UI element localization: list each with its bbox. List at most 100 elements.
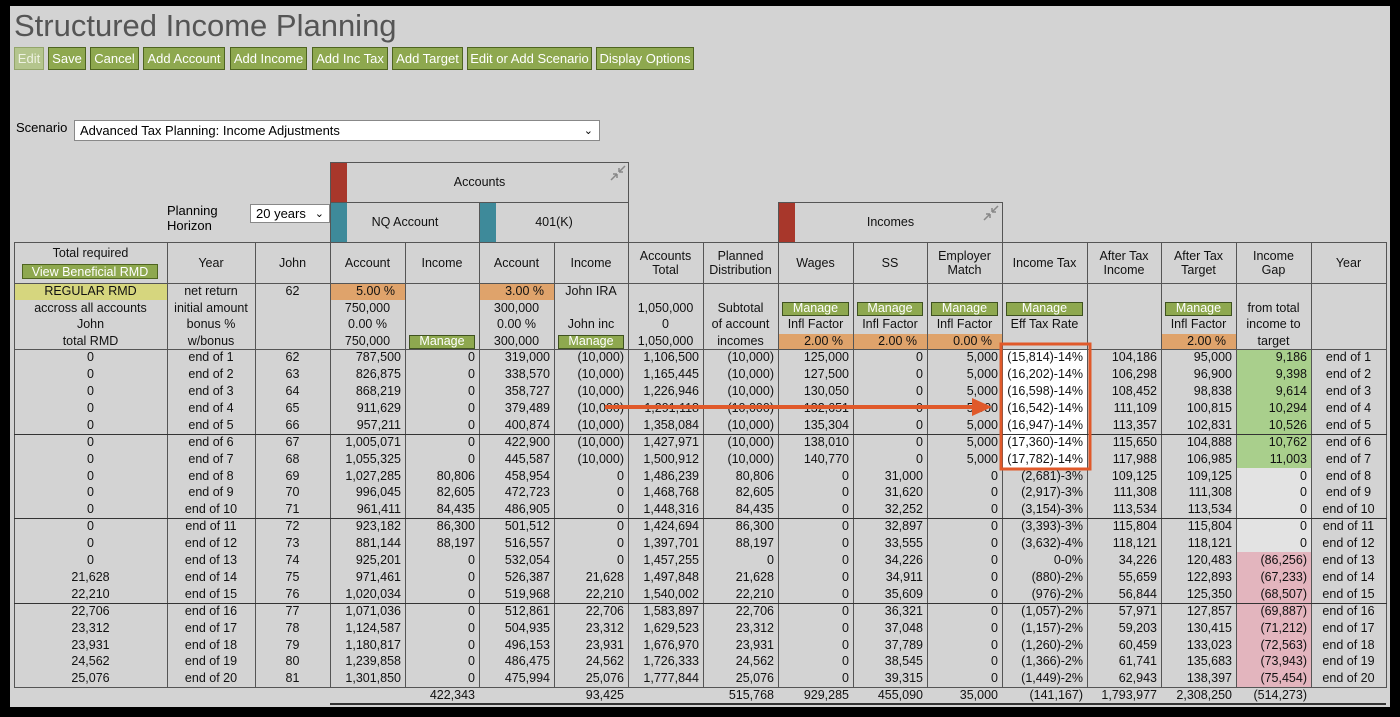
toolbar-button[interactable]: Add Inc Tax: [312, 47, 388, 70]
total-cell: 455,090: [877, 688, 923, 703]
setup-cell: 1,050,000: [637, 300, 694, 315]
table-cell: 0: [842, 468, 849, 483]
dropdown-arrow[interactable]: ⌄: [583, 125, 593, 137]
table-cell: end of 13: [184, 553, 238, 568]
table-cell: 34,911: [885, 569, 923, 584]
table-cell: 23,931: [585, 637, 624, 652]
table-cell: end of 1: [188, 350, 234, 365]
table-cell: 0: [842, 620, 849, 635]
table-cell: 22,210: [71, 586, 110, 601]
table-cell: end of 10: [1322, 502, 1375, 517]
scenario-value[interactable]: Advanced Tax Planning: Income Adjustment…: [80, 123, 340, 138]
manage-button[interactable]: Manage: [782, 301, 849, 316]
table-cell: (10,000): [577, 417, 624, 432]
table-cell: end of 20: [1322, 671, 1375, 686]
table-cell: 0: [991, 603, 998, 618]
table-cell: 117,988: [1112, 451, 1157, 466]
grid-line: [628, 242, 629, 687]
column-header: Employer Match: [938, 248, 991, 277]
horizon-value[interactable]: 20 years: [256, 206, 306, 221]
gap-bg: [1237, 518, 1311, 536]
table-cell: 104,186: [1111, 350, 1157, 365]
table-cell: 1,583,897: [643, 603, 699, 618]
table-cell: end of 8: [188, 468, 234, 483]
toolbar-button[interactable]: Save: [48, 47, 86, 70]
table-cell: end of 5: [1325, 417, 1372, 432]
table-cell: 0: [1300, 468, 1307, 483]
table-cell: 111,308: [1188, 485, 1232, 500]
view-rmd-button[interactable]: View Beneficial RMD: [22, 264, 158, 279]
table-cell: 0: [617, 553, 624, 568]
horizon-select[interactable]: 20 years ⌄: [250, 204, 330, 223]
column-header: After Tax Target: [1173, 248, 1224, 277]
gap-bg: [1237, 400, 1311, 418]
group-accounts: Accounts: [330, 162, 629, 203]
table-cell: 0: [991, 485, 998, 500]
table-cell: (10,000): [727, 417, 774, 432]
table-cell: 0: [991, 468, 998, 483]
manage-button[interactable]: Manage: [1165, 301, 1232, 316]
toolbar-button[interactable]: Cancel: [90, 47, 139, 70]
dropdown-arrow[interactable]: ⌄: [314, 208, 324, 220]
table-cell: 36,321: [884, 603, 923, 618]
table-cell: end of 17: [184, 620, 238, 635]
toolbar-button[interactable]: Edit or Add Scenario: [467, 47, 592, 70]
toolbar-button[interactable]: Edit: [14, 47, 44, 70]
table-cell: 70: [285, 485, 300, 500]
table-cell: 72: [285, 519, 300, 534]
table-cell: (16,598)-14%: [1007, 384, 1083, 399]
group-incomes: Incomes: [778, 202, 1003, 243]
manage-button[interactable]: Manage: [1006, 301, 1083, 316]
rate-cell: [1162, 333, 1236, 350]
toolbar-button[interactable]: Display Options: [596, 47, 694, 70]
table-cell: 57,971: [1118, 603, 1157, 618]
toolbar-button[interactable]: Add Income: [230, 47, 307, 70]
group-marker: [480, 203, 496, 242]
table-cell: end of 11: [185, 519, 237, 534]
column-header: Income Tax: [1012, 255, 1077, 270]
table-cell: (1,157)-2%: [1021, 620, 1083, 635]
table-cell: end of 18: [184, 637, 238, 652]
table-cell: 0-0%: [1053, 553, 1083, 568]
table-cell: 0: [87, 451, 94, 466]
table-cell: 22,210: [735, 586, 774, 601]
manage-button[interactable]: Manage: [931, 301, 998, 316]
manage-button[interactable]: Manage: [857, 301, 923, 316]
table-cell: 1,005,071: [345, 434, 401, 449]
table-cell: 109,125: [1186, 468, 1232, 483]
group-401k: 401(K): [479, 202, 629, 243]
table-cell: 532,054: [504, 553, 550, 568]
table-cell: end of 17: [1322, 620, 1375, 635]
table-cell: (1,366)-2%: [1021, 654, 1083, 669]
table-cell: 9,398: [1275, 367, 1307, 382]
grid-line: [1002, 242, 1003, 687]
manage-button[interactable]: Manage: [558, 334, 624, 349]
gap-bg: [1237, 383, 1311, 401]
grid-line: [14, 242, 1387, 243]
scenario-select[interactable]: Advanced Tax Planning: Income Adjustment…: [74, 120, 600, 141]
scenario-label: Scenario: [16, 120, 68, 135]
table-cell: 519,968: [504, 586, 550, 601]
setup-cell: target: [1257, 333, 1290, 348]
table-cell: end of 14: [184, 569, 238, 584]
table-cell: end of 13: [1322, 553, 1375, 568]
table-cell: 1,427,971: [643, 434, 699, 449]
manage-button[interactable]: Manage: [409, 334, 475, 349]
table-cell: 1,358,084: [643, 417, 699, 432]
table-cell: 0: [468, 553, 475, 568]
toolbar-button[interactable]: Add Target: [392, 47, 463, 70]
table-cell: 106,298: [1111, 367, 1157, 382]
table-cell: 35,609: [884, 586, 923, 601]
table-cell: 1,165,445: [643, 367, 699, 382]
table-cell: 512,861: [504, 603, 550, 618]
table-cell: 33,555: [884, 536, 923, 551]
table-cell: 122,893: [1186, 569, 1232, 584]
toolbar-button[interactable]: Add Account: [143, 47, 225, 70]
table-cell: 0: [468, 434, 475, 449]
table-cell: end of 9: [1325, 485, 1372, 500]
table-cell: 62,943: [1118, 671, 1157, 686]
table-cell: end of 14: [1322, 569, 1375, 584]
table-cell: 0: [991, 620, 998, 635]
table-cell: 22,706: [735, 603, 774, 618]
column-header: Wages: [796, 255, 835, 270]
